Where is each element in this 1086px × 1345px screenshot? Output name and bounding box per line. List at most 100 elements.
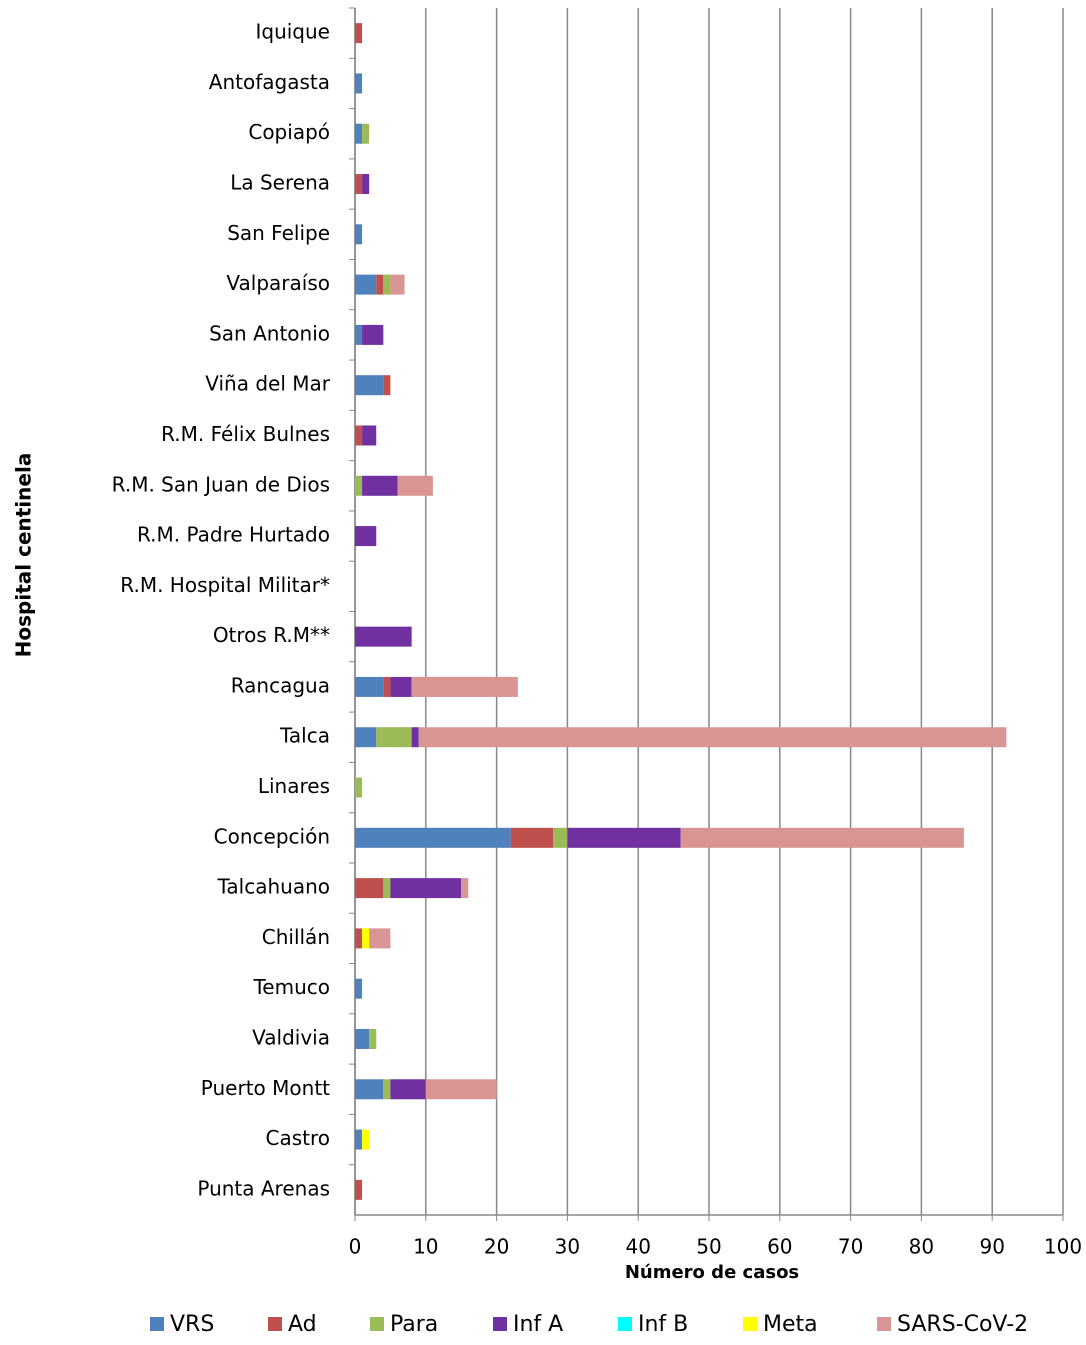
bar-segment <box>355 425 363 446</box>
bar-segment <box>390 676 412 697</box>
y-tick-label: San Felipe <box>227 221 330 245</box>
y-tick-label: Castro <box>265 1126 330 1150</box>
legend-label: Ad <box>288 1312 317 1337</box>
legend-swatch <box>493 1317 507 1331</box>
y-tick-label: Rancagua <box>231 673 330 697</box>
bar-segment <box>355 727 377 748</box>
bar-segment <box>355 1028 370 1049</box>
bar-segment <box>411 676 518 697</box>
y-axis-title: Hospital centinela <box>12 453 36 658</box>
legend-swatch <box>743 1317 757 1331</box>
y-tick-label: Otros R.M** <box>213 623 330 647</box>
bar-segment <box>362 1129 370 1150</box>
legend-label: Inf B <box>638 1312 688 1337</box>
bar-segment <box>397 475 433 496</box>
bar-segment <box>355 174 363 195</box>
y-tick-label: Punta Arenas <box>197 1176 330 1200</box>
bar-segment <box>355 123 363 144</box>
bar-segment <box>369 1028 377 1049</box>
legend-label: Para <box>390 1312 438 1337</box>
bar-segment <box>355 274 377 295</box>
bar-segment <box>390 274 405 295</box>
bar-segment <box>369 928 391 949</box>
bar-segment <box>362 324 384 345</box>
bar-segment <box>362 174 370 195</box>
bar-segment <box>355 475 363 496</box>
bar-segment <box>376 274 384 295</box>
y-tick-label: San Antonio <box>209 321 330 345</box>
bar-segment <box>411 727 419 748</box>
bar-segment <box>567 827 681 848</box>
x-tick-label: 60 <box>767 1235 792 1259</box>
legend-label: VRS <box>170 1312 214 1337</box>
bar-segment <box>362 475 398 496</box>
bar-segment <box>355 1079 384 1100</box>
y-tick-label: Chillán <box>262 925 330 949</box>
y-tick-label: Puerto Montt <box>201 1076 330 1100</box>
legend-swatch <box>877 1317 891 1331</box>
bar-segment <box>355 375 384 396</box>
bar-segment <box>362 425 377 446</box>
y-tick-label: Concepción <box>214 824 330 848</box>
legend-label: SARS-CoV-2 <box>897 1312 1028 1337</box>
bar-segment <box>553 827 568 848</box>
legend-swatch <box>268 1317 282 1331</box>
y-tick-label: R.M. San Juan de Dios <box>112 472 330 496</box>
y-tick-label: Linares <box>258 774 330 798</box>
y-tick-label: Valdivia <box>252 1025 330 1049</box>
bar-segment <box>355 73 363 94</box>
legend-label: Inf A <box>513 1312 563 1337</box>
bar-segment <box>425 1079 497 1100</box>
bar-segment <box>355 23 363 44</box>
bar-segment <box>362 123 370 144</box>
y-tick-label: Iquique <box>255 20 330 44</box>
bar-segment <box>362 928 370 949</box>
legend-swatch <box>150 1317 164 1331</box>
x-tick-label: 0 <box>349 1235 362 1259</box>
bar-segment <box>390 1079 426 1100</box>
bar-segment <box>418 727 1007 748</box>
bar-segment <box>390 878 462 899</box>
bar-segment <box>383 878 391 899</box>
x-tick-label: 90 <box>979 1235 1004 1259</box>
x-axis-title: Número de casos <box>625 1262 799 1283</box>
legend-swatch <box>618 1317 632 1331</box>
bar-segment <box>383 1079 391 1100</box>
bar-segment <box>355 1129 363 1150</box>
y-tick-label: La Serena <box>230 171 330 195</box>
bar-segment <box>383 375 391 396</box>
bar-segment <box>355 676 384 697</box>
x-tick-label: 40 <box>625 1235 650 1259</box>
bar-segment <box>355 626 412 647</box>
y-tick-label: Antofagasta <box>209 70 330 94</box>
bar-segment <box>355 1179 363 1200</box>
bar-segment <box>383 274 391 295</box>
y-tick-label: Copiapó <box>248 120 330 144</box>
bar-segment <box>355 777 363 798</box>
y-tick-label: Temuco <box>252 975 330 999</box>
y-tick-label: R.M. Hospital Militar* <box>120 573 330 597</box>
y-tick-label: Talcahuano <box>217 875 331 899</box>
y-tick-label: Valparaíso <box>226 271 330 295</box>
bar-segment <box>510 827 554 848</box>
x-tick-label: 70 <box>838 1235 863 1259</box>
bar-segment <box>355 978 363 999</box>
bar-segment <box>461 878 469 899</box>
bar-segment <box>355 224 363 245</box>
x-tick-label: 100 <box>1044 1235 1082 1259</box>
y-tick-label: R.M. Padre Hurtado <box>137 523 330 547</box>
y-tick-label: R.M. Félix Bulnes <box>161 422 330 446</box>
bar-segment <box>383 676 391 697</box>
legend-swatch <box>370 1317 384 1331</box>
bar-segment <box>376 727 412 748</box>
x-tick-label: 80 <box>909 1235 934 1259</box>
y-tick-label: Talca <box>279 724 330 748</box>
bar-segment <box>355 827 511 848</box>
x-tick-label: 10 <box>413 1235 438 1259</box>
bar-segment <box>355 878 384 899</box>
bar-segment <box>680 827 964 848</box>
y-tick-label: Viña del Mar <box>205 372 331 396</box>
x-tick-label: 50 <box>696 1235 721 1259</box>
bar-segment <box>355 928 363 949</box>
